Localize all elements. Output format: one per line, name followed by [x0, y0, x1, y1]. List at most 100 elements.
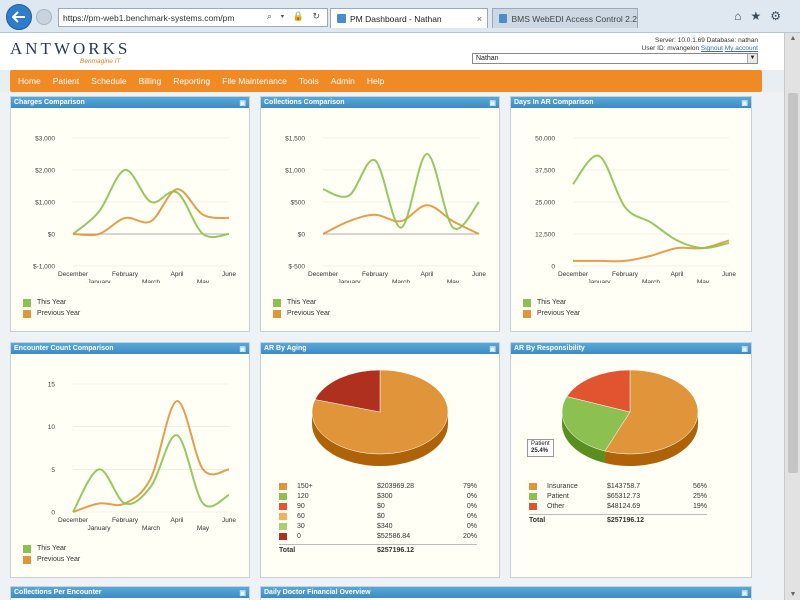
y-tick-label: 5: [51, 467, 55, 474]
legend-swatch: [523, 309, 531, 318]
ar-responsibility-pie-chart: [561, 369, 699, 466]
legend-swatch: [273, 298, 281, 307]
legend-this-year: This Year: [537, 299, 567, 306]
row-pct: 0%: [466, 512, 477, 520]
nav-reporting[interactable]: Reporting: [173, 76, 211, 86]
table-row: 150+ $203969.28 79%: [279, 481, 477, 491]
tooltip-pct: 25.4%: [531, 448, 549, 454]
nav-home[interactable]: Home: [18, 76, 41, 86]
signout-link[interactable]: Signout: [700, 45, 723, 52]
total-amount: $257196.12: [377, 547, 414, 554]
settings-gear-icon[interactable]: ⚙: [770, 9, 790, 23]
x-tick-label: March: [392, 279, 410, 283]
scroll-thumb[interactable]: [788, 93, 798, 473]
address-prefix: https://: [63, 12, 89, 23]
forward-button[interactable]: [36, 9, 52, 25]
tab-pm-dashboard[interactable]: PM Dashboard - Nathan ×: [330, 8, 488, 28]
my-account-link[interactable]: My account: [724, 45, 758, 52]
row-pct: 0%: [466, 492, 477, 500]
collapse-icon[interactable]: ▣: [239, 346, 246, 353]
legend-swatch: [279, 532, 287, 540]
table-row: Patient $65312.73 25%: [529, 491, 707, 501]
collapse-icon[interactable]: ▣: [489, 100, 496, 107]
pie-slice-insurance[interactable]: [604, 369, 699, 455]
pie-slice-patient[interactable]: [561, 396, 631, 452]
panel-header[interactable]: Days In AR Comparison ▣: [511, 97, 751, 108]
favorites-star-icon[interactable]: ★: [750, 9, 771, 23]
browser-chrome: https://pm-web1.benchmark-systems.com/pm…: [0, 0, 800, 33]
x-tick-label: January: [87, 279, 111, 283]
series-line-previous-year: [72, 188, 230, 237]
back-button[interactable]: [6, 4, 32, 30]
row-amount: $300: [377, 492, 393, 500]
row-amount: $0: [377, 512, 385, 520]
panel-header[interactable]: Daily Doctor Financial Overview ▣: [261, 587, 751, 598]
table-row: 0 $52586.84 20%: [279, 531, 477, 541]
tab-close-icon[interactable]: ×: [476, 13, 482, 24]
scroll-up-icon[interactable]: ▲: [789, 35, 797, 42]
panel-header[interactable]: Collections Comparison ▣: [261, 97, 499, 108]
legend-swatch: [279, 482, 287, 490]
panel-header[interactable]: AR By Responsibility ▣: [511, 343, 751, 354]
x-tick-label: December: [58, 517, 89, 524]
address-actions-icon[interactable]: ⌕ ▾ 🔒 ↻: [266, 11, 323, 21]
collapse-icon[interactable]: ▣: [741, 590, 748, 597]
nav-help[interactable]: Help: [366, 76, 385, 86]
ar-by-responsibility-panel: AR By Responsibility ▣ Patient 25.4% Insu…: [510, 342, 752, 578]
page-scrollbar[interactable]: ▲ ▼: [784, 33, 800, 600]
x-tick-label: May: [197, 525, 210, 532]
panel-title: Collections Per Encounter: [14, 589, 102, 596]
daily-doctor-panel: Daily Doctor Financial Overview ▣: [260, 586, 752, 600]
panel-header[interactable]: Encounter Count Comparison ▣: [11, 343, 249, 354]
nav-schedule[interactable]: Schedule: [91, 76, 127, 86]
nav-file-maintenance[interactable]: File Maintenance: [222, 76, 287, 86]
x-tick-label: January: [337, 279, 361, 283]
nav-patient[interactable]: Patient: [52, 76, 80, 86]
y-tick-label: $1,500: [285, 136, 305, 143]
tab-webedi[interactable]: BMS WebEDI Access Control 2.2: [492, 8, 638, 28]
collapse-icon[interactable]: ▣: [741, 100, 748, 107]
home-icon[interactable]: ⌂: [734, 9, 751, 23]
days-in-ar-panel: Days In AR Comparison ▣ 50,000 37,500 25,00…: [510, 96, 752, 332]
total-amount: $257196.12: [607, 517, 644, 524]
panel-header[interactable]: AR By Aging ▣: [261, 343, 499, 354]
panel-header[interactable]: Collections Per Encounter ▣: [11, 587, 249, 598]
collapse-icon[interactable]: ▣: [239, 590, 246, 597]
legend-previous-year: Previous Year: [287, 310, 331, 317]
x-tick-label: January: [87, 525, 111, 532]
user-select[interactable]: Nathan ▼: [472, 53, 758, 64]
series-line-previous-year: [322, 204, 480, 235]
panel-title: AR By Aging: [264, 345, 307, 352]
nav-tools[interactable]: Tools: [298, 76, 319, 86]
address-bar[interactable]: https://pm-web1.benchmark-systems.com/pm…: [58, 8, 328, 27]
y-tick-label: 15: [48, 382, 56, 389]
nav-admin[interactable]: Admin: [330, 76, 355, 86]
collapse-icon[interactable]: ▣: [741, 346, 748, 353]
collapse-icon[interactable]: ▣: [239, 100, 246, 107]
tab-label: BMS WebEDI Access Control 2.2: [511, 13, 637, 24]
legend-swatch: [23, 309, 31, 318]
main-nav: Home Patient Schedule Billing Reporting …: [10, 70, 762, 92]
scroll-down-icon[interactable]: ▼: [789, 591, 797, 598]
legend-swatch: [529, 482, 537, 490]
pie-slice-150-[interactable]: [311, 369, 449, 455]
user-line: User ID: mvangelon Signout My account: [642, 45, 758, 53]
collapse-icon[interactable]: ▣: [489, 346, 496, 353]
pie-slice-0[interactable]: [314, 369, 381, 413]
row-amount: $203969.28: [377, 482, 414, 490]
nav-billing[interactable]: Billing: [138, 76, 162, 86]
legend-this-year: This Year: [37, 299, 67, 306]
x-tick-label: December: [308, 271, 339, 278]
x-tick-label: June: [222, 271, 236, 278]
panel-header[interactable]: Charges Comparison ▣: [11, 97, 249, 108]
pie-slice-other[interactable]: [566, 369, 631, 413]
pie-slice-side: [312, 412, 448, 466]
x-tick-label: April: [670, 271, 684, 278]
y-tick-label: $0: [298, 232, 306, 239]
y-tick-label: 10: [48, 424, 56, 431]
tooltip-label: Patient: [531, 441, 550, 447]
chart-legend: This Year Previous Year: [23, 297, 80, 319]
legend-swatch: [523, 298, 531, 307]
